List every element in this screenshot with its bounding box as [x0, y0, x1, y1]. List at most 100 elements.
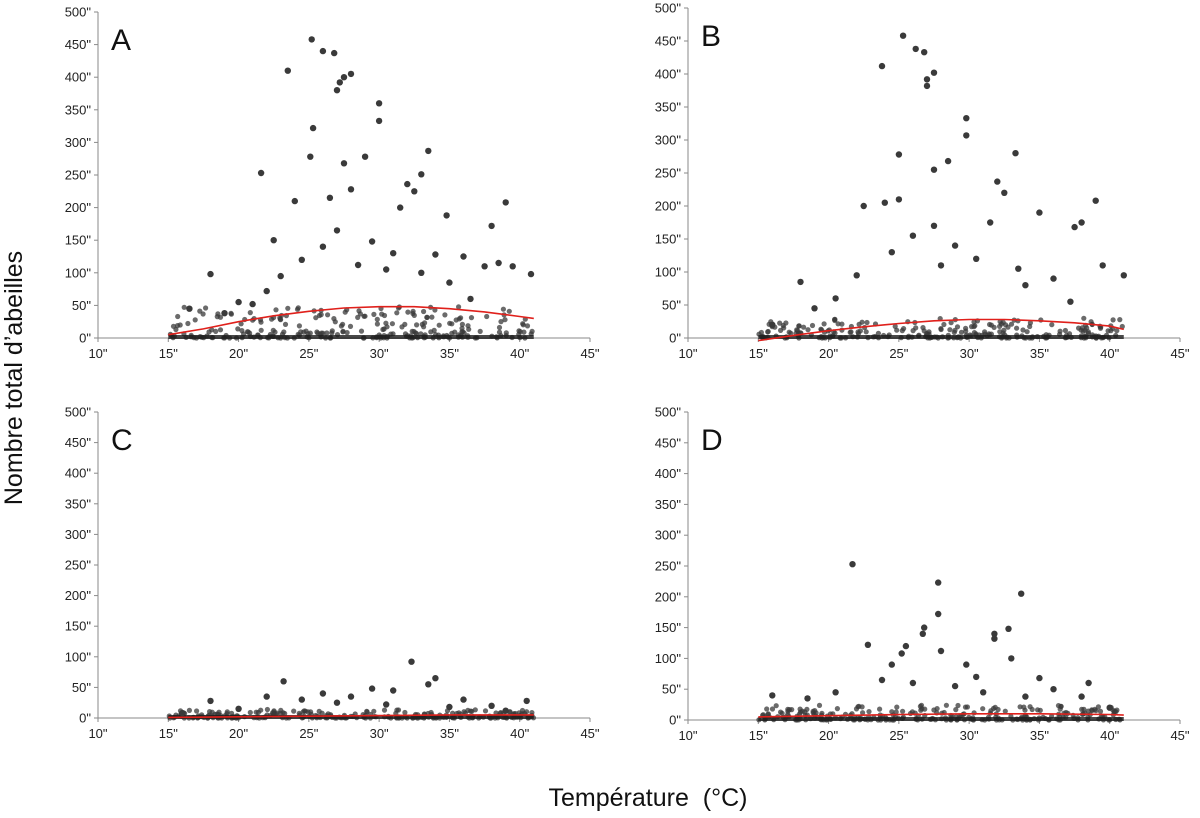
scatter-point	[973, 255, 980, 262]
scatter-point	[786, 329, 792, 335]
scatter-point	[374, 321, 380, 327]
y-tick-label: 200"	[65, 200, 92, 215]
scatter-point	[918, 702, 925, 708]
scatter-point	[442, 312, 448, 318]
scatter-point	[282, 710, 288, 717]
scatter-point	[460, 696, 467, 703]
scatter-point	[1050, 275, 1057, 282]
x-tick-label: 35"	[1030, 728, 1049, 743]
scatter-point	[773, 703, 779, 709]
scatter-point	[769, 692, 776, 699]
scatter-point	[764, 706, 770, 712]
scatter-point	[291, 197, 298, 205]
scatter-point	[864, 319, 870, 326]
scatter-point	[1117, 317, 1123, 323]
zero-density-band	[758, 335, 1124, 339]
scatter-point	[899, 32, 907, 39]
scatter-point	[855, 330, 862, 337]
scatter-point	[368, 685, 376, 692]
scatter-point	[839, 321, 845, 327]
scatter-point	[951, 242, 959, 249]
scatter-point	[467, 295, 474, 303]
y-tick-label: 400"	[655, 466, 682, 481]
scatter-point	[923, 82, 931, 90]
scatter-point	[249, 300, 256, 308]
y-tick-label: 200"	[655, 199, 682, 214]
scatter-point	[413, 331, 420, 337]
y-tick-label: 350"	[65, 102, 92, 117]
scatter-point	[263, 693, 270, 700]
x-tick-label: 40"	[1100, 728, 1119, 743]
scatter-point	[410, 308, 416, 314]
x-tick-label: 35"	[440, 726, 459, 741]
scatter-point	[428, 329, 434, 335]
scatter-point	[336, 79, 343, 86]
scatter-point	[809, 322, 816, 329]
y-axis-title: Nombre total d’abeilles	[0, 251, 28, 505]
scatter-point	[502, 317, 508, 323]
y-tick-label: 100"	[65, 649, 92, 664]
scatter-point	[895, 196, 903, 203]
scatter-point	[425, 147, 432, 155]
y-tick-label: 350"	[655, 100, 682, 115]
scatter-point	[921, 624, 928, 631]
scatter-point	[930, 222, 938, 229]
scatter-point	[203, 305, 209, 311]
scatter-point	[805, 327, 811, 333]
scatter-point	[909, 232, 917, 239]
scatter-point	[217, 314, 224, 320]
scatter-point	[889, 709, 895, 715]
scatter-point	[356, 308, 362, 314]
scatter-point	[524, 323, 531, 329]
scatter-point	[446, 703, 453, 711]
scatter-point	[285, 305, 291, 311]
scatter-point	[358, 328, 365, 334]
scatter-point	[821, 321, 827, 327]
scatter-point	[524, 709, 530, 715]
x-tick-label: 10"	[88, 346, 107, 361]
y-tick-label: 500"	[65, 5, 92, 20]
scatter-point	[181, 304, 187, 310]
scatter-point	[765, 328, 771, 335]
scatter-point	[1036, 209, 1043, 216]
scatter-point	[228, 310, 234, 316]
scatter-point	[523, 697, 530, 705]
x-tick-label: 30"	[960, 728, 979, 743]
scatter-point	[1022, 282, 1029, 289]
scatter-point	[422, 320, 428, 326]
scatter-point	[910, 328, 916, 334]
scatter-point	[488, 222, 495, 230]
scatter-point	[973, 673, 980, 681]
scatter-point	[849, 561, 856, 568]
scatter-point	[963, 328, 969, 334]
scatter-point	[362, 313, 368, 319]
scatter-point	[209, 327, 215, 333]
scatter-point	[460, 253, 467, 260]
scatter-point	[1036, 674, 1043, 682]
scatter-point	[1092, 197, 1099, 204]
scatter-point	[217, 327, 224, 333]
chart-panel-b: 0" 50" 100" 150" 200" 250" 300" 350" 400" 450" 500…	[655, 1, 1190, 362]
scatter-point	[319, 47, 327, 55]
panel-label-a: A	[111, 24, 131, 57]
scatter-point	[938, 326, 944, 333]
y-tick-label: 150"	[655, 620, 682, 635]
y-tick-label: 350"	[65, 496, 92, 511]
scatter-point	[432, 675, 439, 682]
trend-line	[168, 714, 534, 719]
x-tick-label: 25"	[299, 726, 318, 741]
scatter-point	[409, 328, 415, 334]
scatter-point	[459, 321, 465, 327]
scatter-point	[296, 710, 302, 716]
scatter-point	[1005, 324, 1011, 330]
scatter-point	[1022, 693, 1029, 700]
scatter-point	[943, 702, 950, 708]
scatter-point	[995, 706, 1001, 713]
scatter-point	[951, 682, 959, 690]
scatter-point	[860, 202, 867, 210]
scatter-point	[893, 709, 899, 715]
scatter-point	[281, 329, 287, 335]
scatter-point	[941, 321, 947, 328]
scatter-point	[1110, 317, 1116, 323]
scatter-point	[1076, 325, 1082, 331]
